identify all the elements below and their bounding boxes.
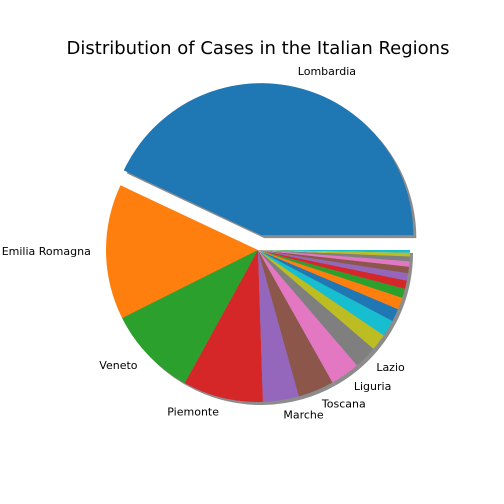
pie-slice-region-18 [258, 250, 410, 262]
pie-slice-region-20 [258, 250, 410, 253]
slice-label-veneto: Veneto [99, 359, 137, 372]
slice-label-lazio: Lazio [376, 361, 405, 374]
slice-label-liguria: Liguria [354, 380, 391, 393]
pie-slice-region-10 [258, 250, 393, 336]
pie-slice-piemonte [184, 250, 263, 402]
pie-slice-region-16 [258, 250, 410, 274]
pie-slice-region-12 [258, 250, 403, 310]
pie-slice-emilia-romagna [105, 185, 258, 319]
pie-slice-liguria [258, 250, 357, 383]
chart-title: Distribution of Cases in the Italian Reg… [67, 38, 450, 59]
pie-slice-region-9 [258, 250, 384, 349]
slice-label-marche: Marche [283, 408, 324, 421]
slice-label-lombardia: Lombardia [298, 65, 356, 78]
pie-slice-marche [258, 250, 299, 402]
pie-slice-toscana [258, 250, 333, 397]
pie-slice-region-11 [258, 250, 399, 322]
pie-slice-veneto [122, 250, 258, 384]
pie-slice-lombardia [123, 83, 414, 236]
pie-slice-region-17 [258, 250, 410, 267]
pie-slices [105, 83, 414, 402]
pie-slice-region-19 [258, 250, 410, 257]
slice-labels: Lombardia Emilia Romagna Veneto Piemonte Mar… [2, 65, 405, 421]
pie-slice-lazio [258, 250, 374, 366]
slice-label-emilia-romagna: Emilia Romagna [2, 245, 91, 258]
pie-slice-region-13 [258, 250, 405, 298]
pie-slice-region-14 [258, 250, 407, 289]
slice-label-toscana: Toscana [321, 397, 366, 410]
pie-slice-region-15 [258, 250, 409, 281]
slice-label-piemonte: Piemonte [167, 406, 219, 419]
